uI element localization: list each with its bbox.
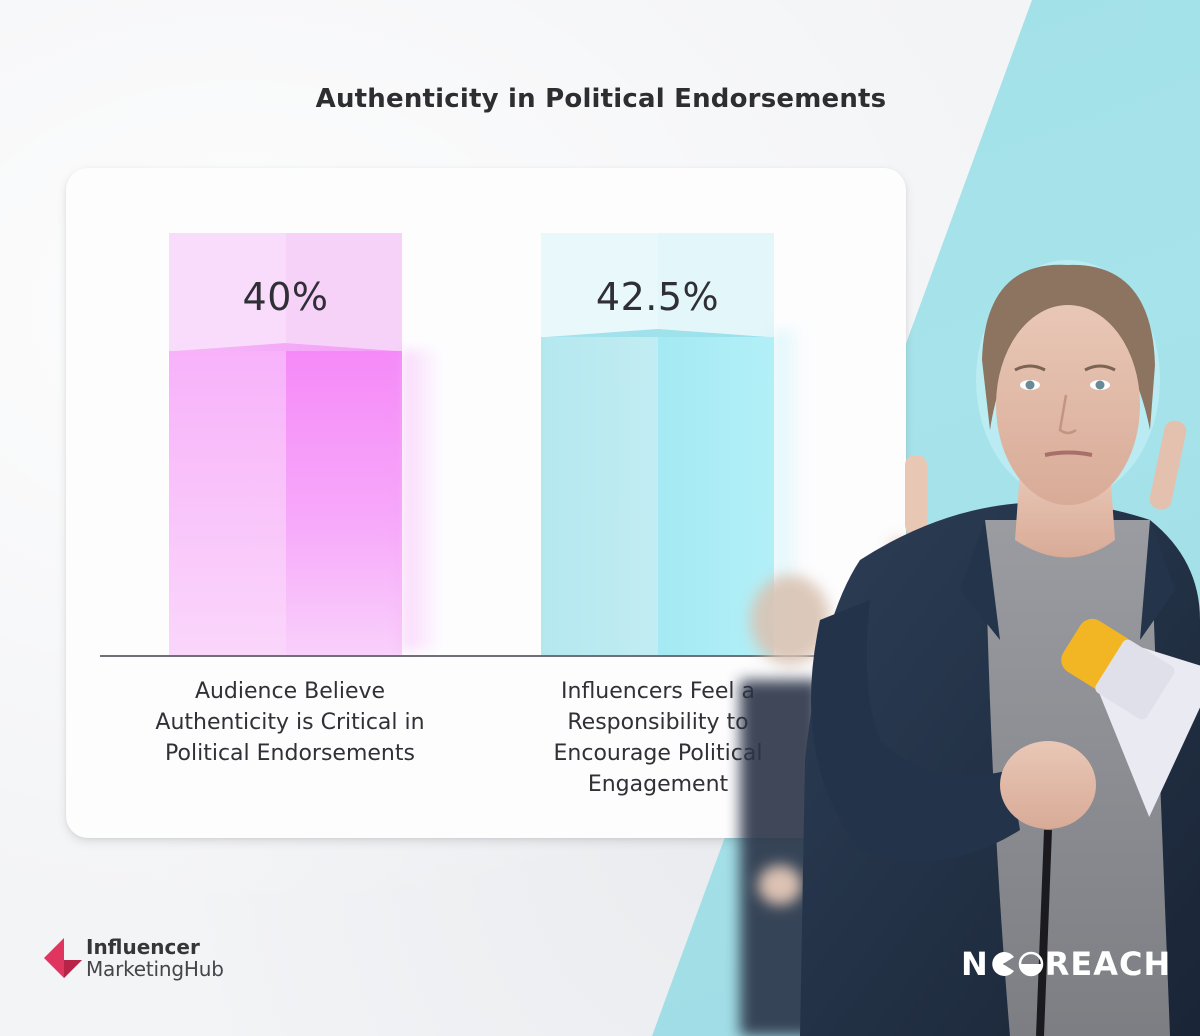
category-label-influencers: Influencers Feel a Responsibility to Enc… — [520, 676, 796, 800]
bar-audience-authenticity: 40% — [169, 233, 402, 656]
logo-text-line2: MarketingHub — [86, 957, 224, 981]
bar-ghost-top — [541, 233, 774, 339]
bar-glow — [402, 350, 442, 650]
neoreach-half-circle-icon — [1018, 951, 1044, 977]
label-line: Influencers Feel a — [561, 679, 755, 704]
label-line: Authenticity is Critical in — [155, 710, 425, 735]
logo-text-line1: Influencer — [86, 935, 200, 959]
x-axis-line — [100, 655, 840, 657]
influencer-marketing-hub-logo: Influencer MarketingHub — [42, 936, 224, 980]
bar-value-label: 40% — [242, 275, 329, 319]
label-line: Audience Believe — [194, 679, 386, 704]
person-with-megaphone-image — [800, 260, 1200, 1036]
bar-fill — [169, 343, 402, 656]
label-line: Engagement — [587, 772, 729, 797]
neoreach-pacman-icon — [992, 952, 1014, 976]
bar-influencer-responsibility: 42.5% — [541, 233, 774, 656]
category-label-audience: Audience Believe Authenticity is Critica… — [120, 676, 460, 769]
bar-value-label: 42.5% — [595, 275, 720, 319]
label-line: Political Endorsements — [165, 741, 415, 766]
logo-text-n: N — [961, 945, 989, 983]
label-line: Responsibility to — [567, 710, 749, 735]
imh-diamond-icon — [44, 938, 82, 978]
bar-ghost-top — [169, 233, 402, 353]
neoreach-logo: N REACH — [961, 945, 1171, 983]
page-title: Authenticity in Political Endorsements — [315, 84, 887, 114]
logo-text-reach: REACH — [1044, 945, 1172, 983]
label-line: Encourage Political — [553, 741, 763, 766]
